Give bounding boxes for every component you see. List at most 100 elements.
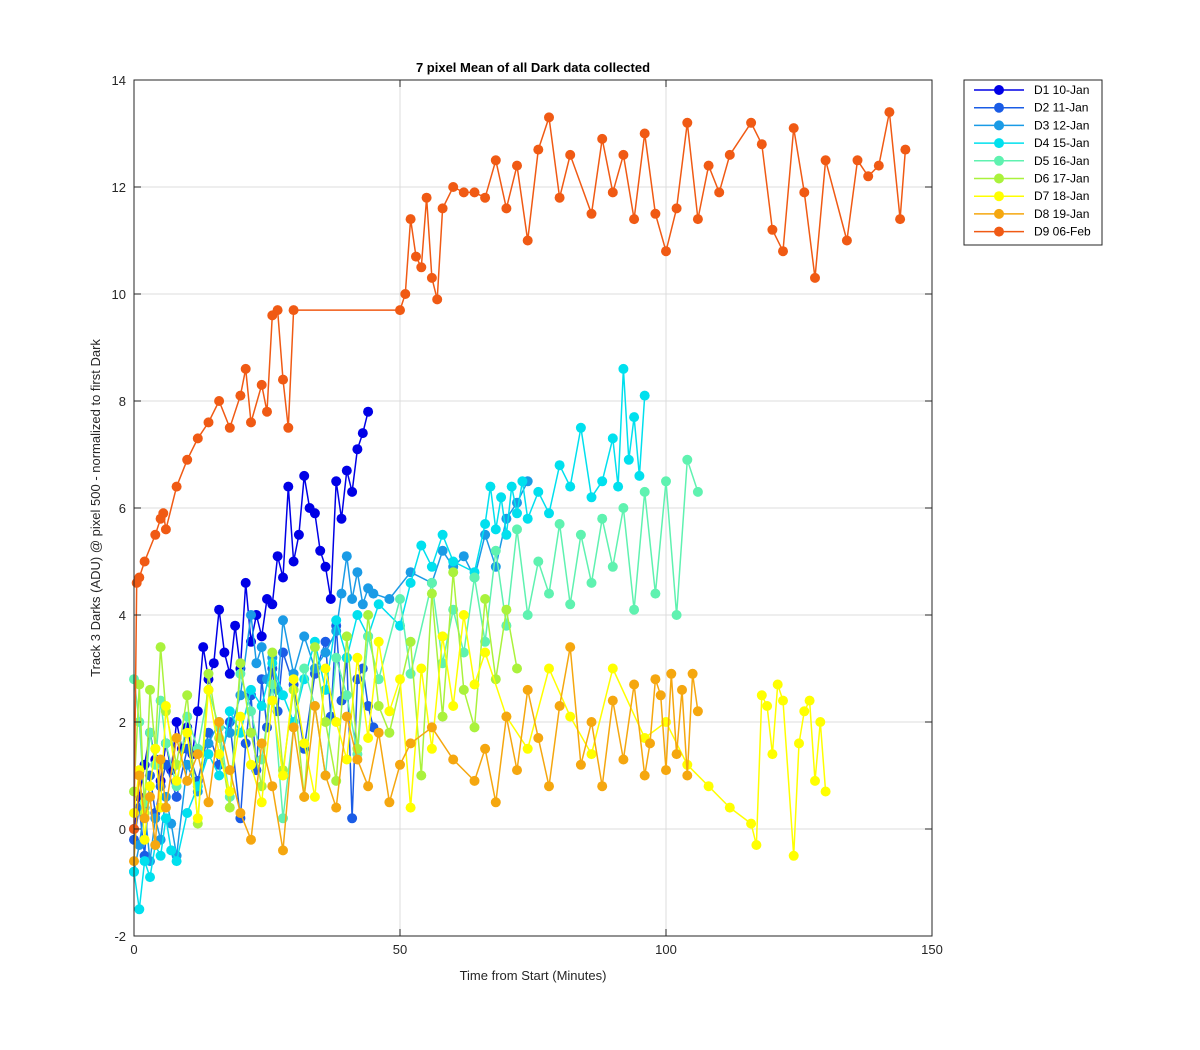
data-point [490, 797, 501, 808]
data-point [384, 797, 395, 808]
data-point [325, 594, 336, 604]
data-point [810, 775, 820, 786]
grid [133, 79, 933, 937]
data-point [629, 604, 640, 615]
data-point [544, 663, 554, 674]
data-point [522, 610, 533, 620]
data-point [575, 759, 586, 770]
data-point [224, 765, 235, 776]
data-point [134, 904, 145, 915]
data-point [661, 476, 671, 487]
data-point [522, 743, 533, 754]
data-point [182, 759, 193, 770]
data-point [405, 636, 416, 647]
data-point [607, 663, 618, 674]
data-point [607, 187, 618, 198]
data-point [331, 615, 342, 626]
data-point [363, 733, 374, 743]
data-point [501, 604, 512, 615]
data-point [469, 722, 480, 733]
data-point [145, 791, 155, 802]
data-point [575, 529, 586, 540]
y-tick-label: 14 [112, 73, 126, 88]
data-point [299, 738, 310, 749]
data-point [437, 545, 448, 556]
data-point [278, 845, 288, 856]
data-point [448, 754, 459, 765]
data-point [368, 588, 379, 599]
data-point [182, 727, 193, 738]
data-point [405, 738, 416, 749]
data-point [682, 770, 693, 781]
data-point [746, 117, 757, 128]
data-point [799, 187, 810, 198]
data-point [160, 524, 171, 535]
data-point [134, 572, 145, 583]
data-point [469, 187, 480, 198]
data-point [692, 214, 703, 225]
data-point [395, 305, 405, 316]
data-point [501, 711, 512, 722]
data-point [437, 711, 448, 722]
data-point [772, 679, 783, 690]
data-point [155, 850, 166, 861]
data-point [724, 802, 735, 813]
data-point [309, 508, 320, 519]
data-point [299, 470, 310, 481]
x-tick-label: 0 [130, 942, 137, 957]
data-point [671, 610, 682, 620]
data-point [804, 695, 815, 706]
data-point [517, 476, 528, 487]
data-point [597, 513, 608, 524]
data-point [150, 743, 161, 754]
data-point [661, 246, 671, 257]
series-layer [129, 107, 911, 915]
data-point [224, 802, 235, 813]
data-point [490, 524, 501, 535]
data-point [373, 727, 384, 738]
data-point [815, 717, 826, 727]
data-point [373, 636, 384, 647]
data-point [512, 765, 522, 776]
data-point [714, 187, 725, 198]
data-point [203, 738, 214, 749]
data-point [224, 422, 235, 433]
data-point [496, 492, 507, 503]
data-point [395, 674, 405, 685]
data-point [469, 775, 480, 786]
data-point [586, 717, 597, 727]
data-point [192, 433, 203, 444]
data-point [437, 203, 448, 214]
data-point [533, 733, 544, 743]
legend-label: D1 10-Jan [1034, 83, 1089, 97]
data-point [900, 144, 911, 155]
data-point [645, 738, 655, 749]
data-point [586, 577, 597, 588]
data-point [203, 797, 214, 808]
data-point [639, 390, 650, 401]
data-point [267, 658, 278, 669]
data-point [160, 791, 171, 802]
data-point [490, 155, 501, 166]
data-point [565, 599, 576, 610]
legend-label: D8 19-Jan [1034, 207, 1089, 221]
data-point [299, 791, 310, 802]
data-point [554, 460, 565, 471]
data-point [357, 428, 368, 439]
data-point [762, 701, 773, 711]
data-point [666, 668, 677, 679]
series-8 [129, 642, 703, 867]
data-point [751, 840, 762, 850]
data-point [214, 717, 225, 727]
data-point [639, 770, 650, 781]
data-point [283, 481, 294, 492]
data-point [155, 642, 166, 653]
data-point [618, 754, 629, 765]
data-point [522, 235, 533, 246]
data-point [682, 117, 693, 128]
data-point [288, 684, 299, 695]
data-point [565, 642, 576, 653]
data-point [145, 781, 155, 792]
data-point [166, 845, 177, 856]
data-point [469, 679, 480, 690]
